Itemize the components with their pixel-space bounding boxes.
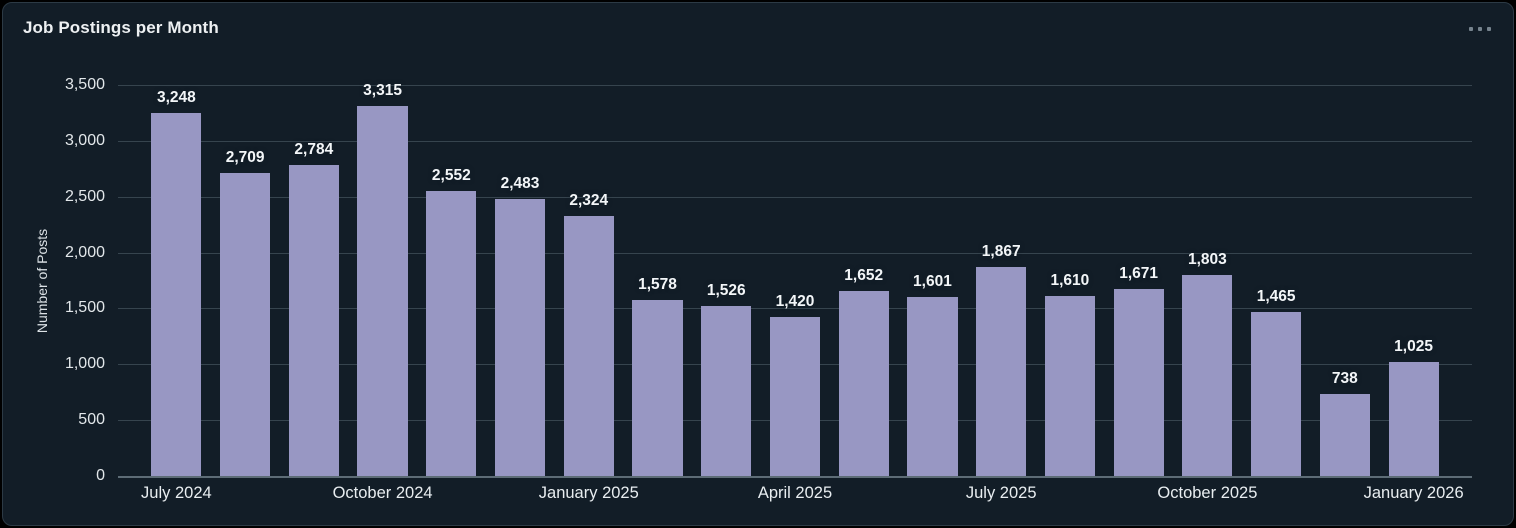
bar-slot: 2,483 [486, 85, 555, 476]
y-tick-label: 500 [78, 411, 105, 429]
bar[interactable] [1388, 361, 1439, 476]
x-tick-label: July 2024 [141, 484, 212, 502]
bar-value-label: 3,315 [363, 81, 402, 99]
bar-value-label: 1,465 [1256, 288, 1296, 306]
x-tick-label: October 2024 [332, 484, 433, 502]
bar[interactable] [976, 267, 1027, 476]
x-tick-label: October 2025 [1157, 484, 1258, 502]
bar[interactable] [769, 317, 821, 476]
bar[interactable] [494, 198, 546, 476]
ellipsis-icon [1469, 27, 1473, 31]
bar-value-label: 2,709 [225, 149, 265, 167]
gridline [118, 196, 1472, 198]
gridline [118, 252, 1472, 254]
bar-slot: 1,652 [829, 85, 898, 476]
bar-slot: 1,803 [1173, 85, 1242, 476]
ellipsis-icon [1487, 27, 1491, 31]
x-tick-label: January 2025 [538, 484, 639, 502]
bar[interactable] [1182, 274, 1233, 476]
bar-slot: 1,578 [623, 85, 692, 476]
bar-value-label: 2,552 [431, 166, 471, 184]
bar-value-label: 1,578 [638, 275, 677, 293]
bar-slot: 1,601 [898, 85, 967, 476]
bar-value-label: 1,671 [1119, 265, 1159, 283]
bar-slot: 1,671 [1104, 85, 1173, 476]
bar[interactable] [426, 190, 477, 476]
bar[interactable] [632, 299, 683, 476]
y-tick-label: 2,500 [64, 187, 105, 205]
bar-slot: 1,025 [1379, 85, 1448, 476]
bar-value-label: 2,784 [294, 141, 334, 158]
bar[interactable] [220, 173, 271, 476]
y-tick-label: 3,000 [64, 131, 105, 149]
bar-slot: 1,420 [761, 85, 830, 476]
y-axis-title: Number of Posts [34, 228, 50, 333]
bar[interactable] [838, 291, 889, 476]
y-tick-label: 2,000 [64, 243, 105, 261]
bar-value-label: 1,652 [844, 267, 884, 285]
bar[interactable] [151, 113, 202, 476]
bar[interactable] [1044, 296, 1095, 476]
bar-slot: 738 [1310, 85, 1379, 476]
bar-value-label: 1,025 [1394, 337, 1433, 355]
bar-slot: 1,610 [1036, 85, 1105, 476]
bar[interactable] [357, 105, 408, 476]
y-tick-label: 1,500 [64, 299, 105, 317]
bar-value-label: 1,526 [706, 281, 746, 299]
gridline [118, 308, 1472, 310]
bar-value-label: 3,248 [156, 89, 196, 107]
bar-value-label: 1,420 [775, 293, 815, 311]
x-tick-label: April 2025 [757, 484, 833, 502]
ellipsis-menu-button[interactable] [1467, 23, 1493, 35]
x-tick-label: July 2025 [965, 484, 1037, 502]
chart-title: Job Postings per Month [23, 18, 219, 37]
gridline [118, 140, 1472, 142]
bar-slot: 1,465 [1242, 85, 1311, 476]
bar[interactable] [288, 165, 339, 476]
bar-slot: 1,867 [967, 85, 1036, 476]
bar-slot: 2,324 [554, 85, 623, 476]
bars-layer: 3,248 2,709 2,784 3,315 2,552 2,483 2,324 1,578… [118, 81, 1472, 476]
bar[interactable] [1113, 289, 1164, 476]
bar-slot: 2,784 [279, 85, 348, 476]
x-tick-label: January 2026 [1363, 484, 1464, 502]
gridline [118, 85, 1472, 86]
bar[interactable] [563, 216, 614, 476]
y-tick-label: 0 [96, 467, 105, 484]
bar-slot: 2,552 [417, 85, 486, 476]
x-axis-tick-labels: July 2024 October 2024 January 2025 April 2… [118, 476, 1472, 506]
bar-value-label: 1,610 [1050, 272, 1090, 290]
ellipsis-icon [1478, 27, 1482, 31]
bar-slot: 2,709 [211, 85, 280, 476]
y-tick-label: 3,500 [64, 76, 105, 93]
bar-value-label: 1,867 [981, 243, 1021, 261]
bar-chart-plot-area: Number of Posts 0 500 1,000 1,500 2,000 2,500… [34, 76, 1472, 502]
bar[interactable] [907, 297, 958, 476]
bar-value-label: 738 [1331, 369, 1358, 387]
bar-slot: 3,248 [142, 85, 211, 476]
bar-value-label: 1,601 [913, 273, 952, 291]
bar-value-label: 1,803 [1187, 250, 1227, 268]
bar[interactable] [1319, 393, 1370, 476]
bar[interactable] [1251, 312, 1302, 476]
y-tick-label: 1,000 [64, 355, 105, 373]
bar-value-label: 2,324 [569, 192, 609, 210]
bar-slot: 1,526 [692, 85, 761, 476]
bar-value-label: 2,483 [500, 174, 540, 192]
bar[interactable] [701, 305, 752, 476]
bar-slot: 3,315 [348, 81, 417, 476]
x-axis-line [118, 476, 1472, 478]
